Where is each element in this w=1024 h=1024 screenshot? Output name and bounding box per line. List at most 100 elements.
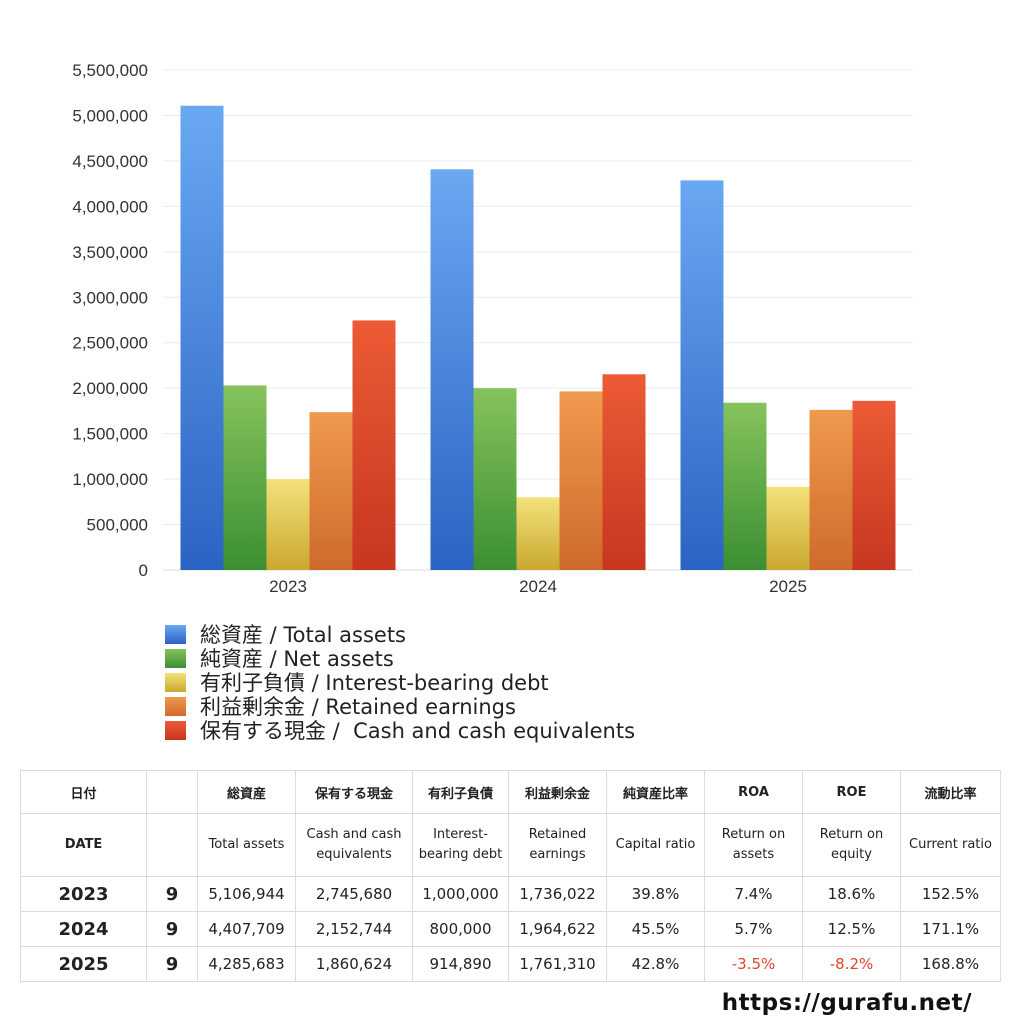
chart-legend: 総資産 / Total assets 純資産 / Net assets 有利子負債 … <box>165 622 636 743</box>
legend-item: 純資産 / Net assets <box>165 646 635 671</box>
header-cell-jp <box>146 770 198 814</box>
cell-retained: 1,964,622 <box>508 911 607 947</box>
legend-swatch <box>165 672 186 692</box>
bars <box>180 105 896 570</box>
cell-cash: 2,745,680 <box>295 876 413 912</box>
x-tick-label: 2023 <box>269 577 307 596</box>
table-row: 2025 9 4,285,683 1,860,624 914,890 1,761,310 4… <box>20 946 1001 982</box>
y-tick-label: 4,000,000 <box>72 197 148 216</box>
header-cell-en: Total assets <box>197 813 296 877</box>
legend-swatch <box>165 624 186 644</box>
y-tick-label: 3,500,000 <box>72 243 148 262</box>
legend-label: 利益剰余金 / Retained earnings <box>200 695 516 719</box>
cell-capital-ratio: 39.8% <box>606 876 705 912</box>
y-tick-label: 2,000,000 <box>72 379 148 398</box>
table-row: 2023 9 5,106,944 2,745,680 1,000,000 1,736,02… <box>20 876 1001 912</box>
cell-capital-ratio: 42.8% <box>606 946 705 982</box>
financial-data-table: 日付 総資産 保有する現金 有利子負債 利益剰余金 純資産比率 ROA ROE 流動比率 DATE… <box>20 770 1001 982</box>
cell-month: 9 <box>146 946 198 982</box>
bar-0-2025 <box>680 180 724 570</box>
cell-cash: 1,860,624 <box>295 946 413 982</box>
table-header-en: DATE Total assets Cash and cash equivalent… <box>20 813 1001 877</box>
bar-0-2024 <box>430 169 474 570</box>
site-url: https://gurafu.net/ <box>721 990 972 1016</box>
cell-total-assets: 5,106,944 <box>197 876 296 912</box>
legend-label: 総資産 / Total assets <box>200 623 406 647</box>
legend-swatch <box>165 720 186 740</box>
legend-label: 保有する現金 / Cash and cash equivalents <box>200 719 636 743</box>
header-cell-en: Current ratio <box>900 813 1001 877</box>
cell-retained: 1,761,310 <box>508 946 607 982</box>
header-cell-en: Cash and cash equivalents <box>295 813 413 877</box>
cell-roa: 5.7% <box>704 911 803 947</box>
bar-2-2025 <box>766 486 810 570</box>
bar-2-2024 <box>516 497 560 570</box>
bar-1-2024 <box>473 388 517 570</box>
header-cell-en: Interest-bearing debt <box>412 813 509 877</box>
y-axis: 0 500,000 1,000,000 1,500,000 2,000,000 2,500… <box>72 61 148 580</box>
y-tick-label: 5,000,000 <box>72 106 148 125</box>
cell-roa: -3.5% <box>704 946 803 982</box>
cell-year: 2023 <box>20 876 147 912</box>
bar-4-2025 <box>852 400 896 570</box>
table-header-jp: 日付 総資産 保有する現金 有利子負債 利益剰余金 純資産比率 ROA ROE 流動比率 <box>20 770 1001 814</box>
bar-2-2023 <box>266 479 310 570</box>
legend-label: 有利子負債 / Interest-bearing debt <box>200 671 549 695</box>
cell-capital-ratio: 45.5% <box>606 911 705 947</box>
cell-total-assets: 4,407,709 <box>197 911 296 947</box>
y-tick-label: 500,000 <box>87 516 148 535</box>
y-tick-label: 1,000,000 <box>72 470 148 489</box>
bar-0-2023 <box>180 105 224 570</box>
cell-debt: 1,000,000 <box>412 876 509 912</box>
bar-3-2024 <box>559 391 603 570</box>
cell-roe: 12.5% <box>802 911 901 947</box>
cell-current-ratio: 152.5% <box>900 876 1001 912</box>
cell-debt: 914,890 <box>412 946 509 982</box>
legend-label: 純資産 / Net assets <box>200 647 394 671</box>
header-cell-jp: 利益剰余金 <box>508 770 607 814</box>
header-cell-jp: 有利子負債 <box>412 770 509 814</box>
bar-4-2023 <box>352 320 396 570</box>
y-tick-label: 2,500,000 <box>72 334 148 353</box>
table-row: 2024 9 4,407,709 2,152,744 800,000 1,964,622 4… <box>20 911 1001 947</box>
y-tick-label: 1,500,000 <box>72 425 148 444</box>
header-cell-en: Capital ratio <box>606 813 705 877</box>
cell-year: 2024 <box>20 911 147 947</box>
bar-3-2023 <box>309 412 353 570</box>
x-axis: 2023 2024 2025 <box>269 577 807 596</box>
header-cell-jp: 保有する現金 <box>295 770 413 814</box>
legend-item: 保有する現金 / Cash and cash equivalents <box>165 718 636 743</box>
cell-month: 9 <box>146 876 198 912</box>
bar-chart: 0 500,000 1,000,000 1,500,000 2,000,000 2,500… <box>72 61 913 596</box>
header-cell-en: DATE <box>20 813 147 877</box>
header-cell-jp: ROE <box>802 770 901 814</box>
y-tick-label: 0 <box>139 561 148 580</box>
header-cell-en <box>146 813 198 877</box>
cell-current-ratio: 171.1% <box>900 911 1001 947</box>
cell-roe: 18.6% <box>802 876 901 912</box>
cell-cash: 2,152,744 <box>295 911 413 947</box>
header-cell-en: Retained earnings <box>508 813 607 877</box>
legend-item: 利益剰余金 / Retained earnings <box>165 694 635 719</box>
x-tick-label: 2024 <box>519 577 557 596</box>
cell-total-assets: 4,285,683 <box>197 946 296 982</box>
bar-1-2025 <box>723 402 767 570</box>
legend-swatch <box>165 648 186 668</box>
cell-retained: 1,736,022 <box>508 876 607 912</box>
header-cell-jp: 日付 <box>20 770 147 814</box>
y-tick-label: 3,000,000 <box>72 288 148 307</box>
header-cell-jp: ROA <box>704 770 803 814</box>
header-cell-jp: 純資産比率 <box>606 770 705 814</box>
bar-3-2025 <box>809 409 853 570</box>
y-tick-label: 5,500,000 <box>72 61 148 80</box>
legend-item: 総資産 / Total assets <box>165 622 635 647</box>
cell-month: 9 <box>146 911 198 947</box>
header-cell-en: Return on equity <box>802 813 901 877</box>
legend-swatch <box>165 696 186 716</box>
header-cell-jp: 流動比率 <box>900 770 1001 814</box>
bar-4-2024 <box>602 374 646 570</box>
header-cell-en: Return on assets <box>704 813 803 877</box>
y-tick-label: 4,500,000 <box>72 152 148 171</box>
header-cell-jp: 総資産 <box>197 770 296 814</box>
cell-debt: 800,000 <box>412 911 509 947</box>
